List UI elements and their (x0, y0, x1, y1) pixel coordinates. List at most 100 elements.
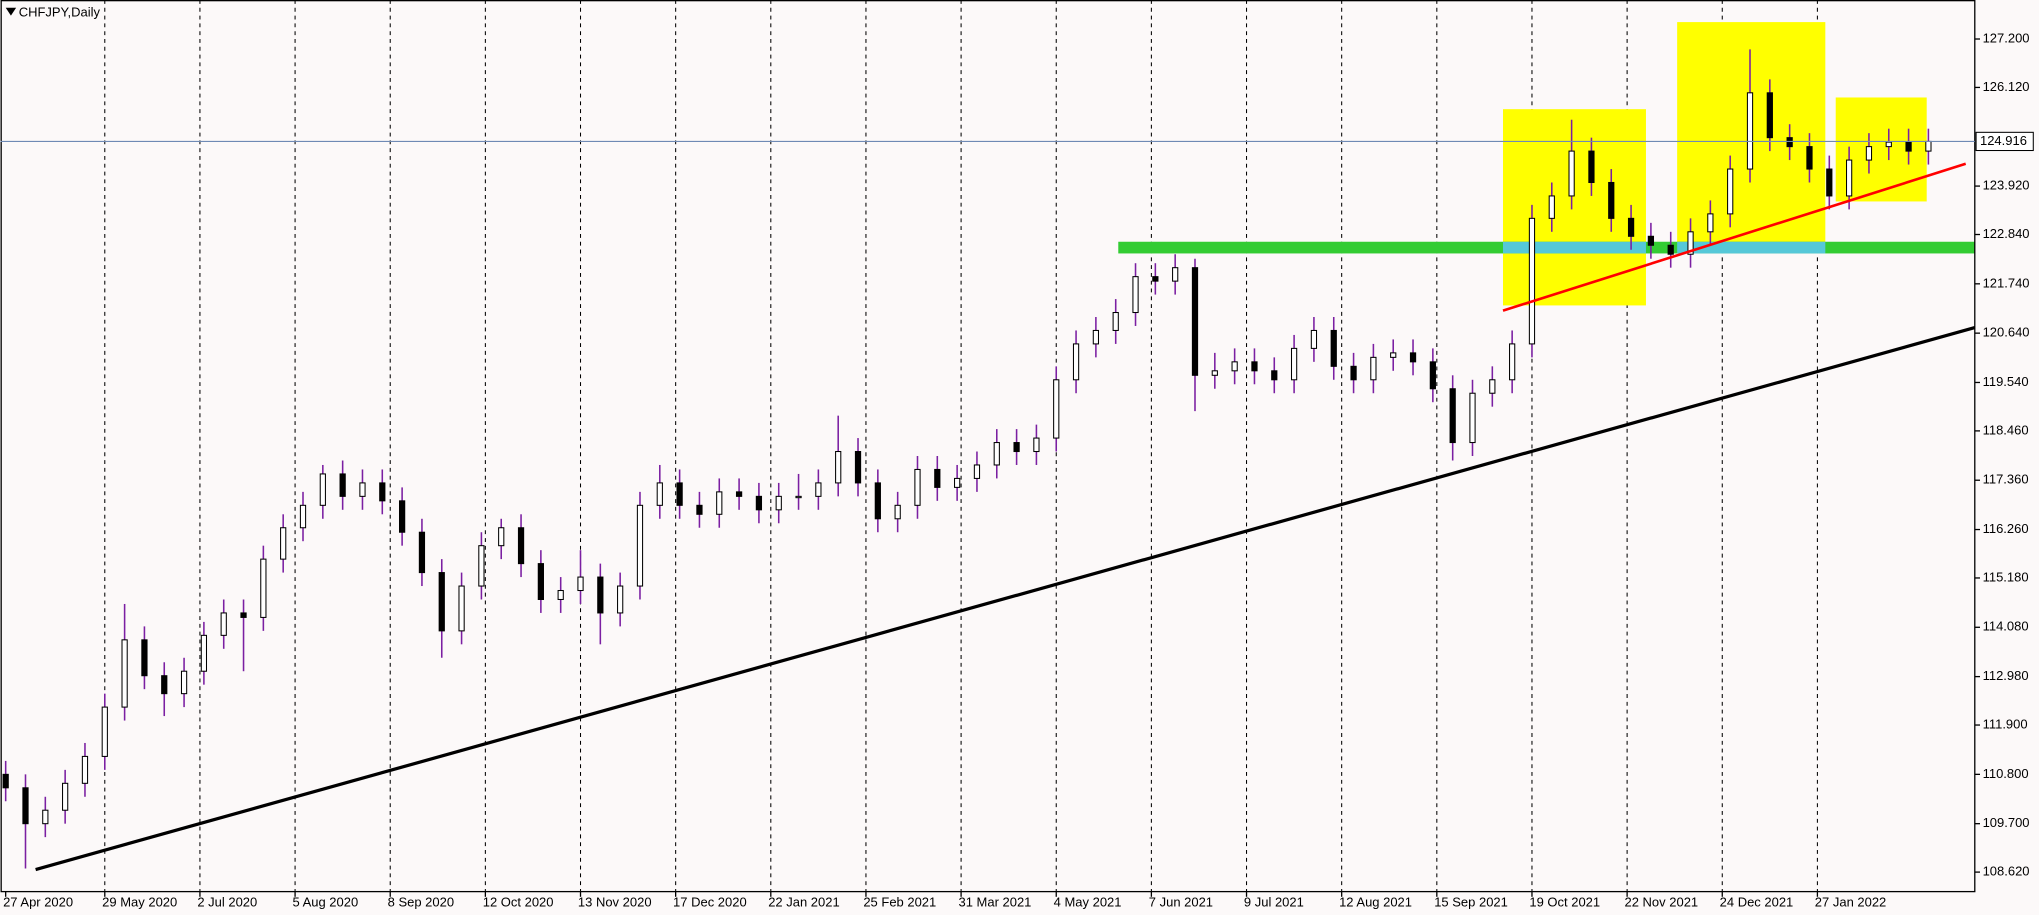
candle-body (1885, 141, 1892, 148)
candle-body (854, 450, 862, 484)
candle-body (62, 782, 69, 811)
candle-body (1013, 442, 1020, 453)
y-tick-label: 121.740 (1983, 275, 2030, 290)
candle-body (339, 473, 346, 497)
candle-body (1053, 379, 1060, 439)
candle-body (180, 670, 188, 695)
candle-body (101, 706, 108, 757)
y-tick-label: 108.620 (1983, 864, 2030, 879)
candle-body (1310, 329, 1318, 349)
y-tick-label: 126.120 (1983, 79, 2030, 94)
candle-body (22, 787, 29, 825)
x-tick-label: 8 Sep 2020 (388, 895, 454, 910)
candle-body (1548, 195, 1555, 219)
candle-body (1072, 343, 1080, 381)
candle-body (1092, 329, 1100, 345)
trendline (1502, 162, 1967, 312)
candle-body (1330, 329, 1337, 367)
candle-body (1647, 235, 1655, 246)
chart-title: CHFJPY,Daily (19, 4, 101, 19)
candle-body (894, 504, 901, 520)
x-tick-label: 29 May 2020 (102, 895, 177, 910)
x-tick-label: 12 Aug 2021 (1339, 895, 1412, 910)
candle-body (1528, 217, 1536, 345)
candle-body (636, 504, 644, 587)
candle-body (1390, 352, 1397, 358)
candle-body (121, 639, 128, 708)
x-tick-label: 12 Oct 2020 (483, 895, 554, 910)
y-tick-label: 112.980 (1983, 668, 2029, 683)
candle-body (398, 500, 406, 533)
candle-body (81, 755, 89, 784)
y-tick-label: 117.360 (1983, 472, 2029, 487)
y-tick-label: 122.840 (1983, 226, 2030, 241)
x-tick-label: 25 Feb 2021 (863, 895, 936, 910)
candle-body (1568, 150, 1575, 197)
candle-body (517, 527, 525, 565)
candle-body (1786, 137, 1793, 148)
candle-body (1251, 361, 1258, 372)
x-tick-label: 9 Jul 2021 (1244, 895, 1304, 910)
candle-body (934, 468, 941, 488)
candle-body (1469, 392, 1476, 444)
current-price-box (1975, 131, 2034, 152)
candle-body (1370, 356, 1377, 381)
candle-body (260, 558, 267, 618)
candle-body (656, 482, 663, 506)
candle-body (1191, 267, 1199, 376)
candle-body (835, 450, 842, 484)
x-tick-label: 22 Jan 2021 (768, 895, 839, 910)
x-tick-label: 17 Dec 2020 (673, 895, 747, 910)
candle-body (220, 612, 227, 636)
candle-body (1489, 379, 1496, 394)
menu-triangle[interactable] (5, 7, 17, 16)
candle-body (1707, 213, 1714, 233)
candle-body (716, 491, 723, 515)
candle-body (161, 675, 168, 695)
y-tick-label: 115.180 (1983, 569, 2029, 584)
candle-body (280, 527, 287, 560)
x-tick-label: 31 Mar 2021 (958, 895, 1031, 910)
x-tick-label: 27 Apr 2020 (3, 895, 73, 910)
y-tick-label: 120.640 (1983, 325, 2030, 340)
candle-body (795, 495, 802, 499)
candle-body (676, 482, 683, 506)
x-tick-label: 2 Jul 2020 (197, 895, 257, 910)
candle-body (557, 589, 564, 601)
y-tick-label: 127.200 (1983, 30, 2030, 45)
candle-body (1865, 146, 1873, 161)
candle-body (1290, 347, 1298, 381)
candle-body (1033, 437, 1040, 453)
candle-body (914, 468, 921, 506)
highlight-box (1502, 109, 1646, 306)
candle-body (1826, 168, 1833, 197)
candle-body (775, 495, 782, 511)
candle-body (755, 495, 763, 511)
candle-body (1806, 146, 1813, 170)
candle-body (379, 482, 386, 502)
current-price-label: 124.916 (1980, 133, 2027, 148)
y-tick-label: 110.800 (1983, 766, 2029, 781)
candle-body (319, 473, 326, 506)
candle-body (617, 585, 624, 614)
candle-body (815, 482, 822, 497)
y-tick-label: 119.540 (1983, 374, 2029, 389)
candle-body (1588, 150, 1595, 184)
candle-body (1112, 312, 1119, 331)
candle-body (577, 576, 584, 592)
candle-body (1608, 181, 1615, 219)
x-tick-label: 7 Jun 2021 (1149, 895, 1213, 910)
candle-body (1509, 343, 1516, 381)
candle-body (42, 809, 49, 825)
x-tick-label: 13 Nov 2020 (578, 895, 652, 910)
candle-body (141, 639, 148, 677)
candle-body (478, 545, 485, 587)
candle-body (1905, 141, 1912, 152)
candle-body (1925, 140, 1932, 152)
candle-body (597, 576, 604, 614)
candle-body (200, 634, 208, 672)
y-tick-label: 123.920 (1983, 178, 2030, 193)
